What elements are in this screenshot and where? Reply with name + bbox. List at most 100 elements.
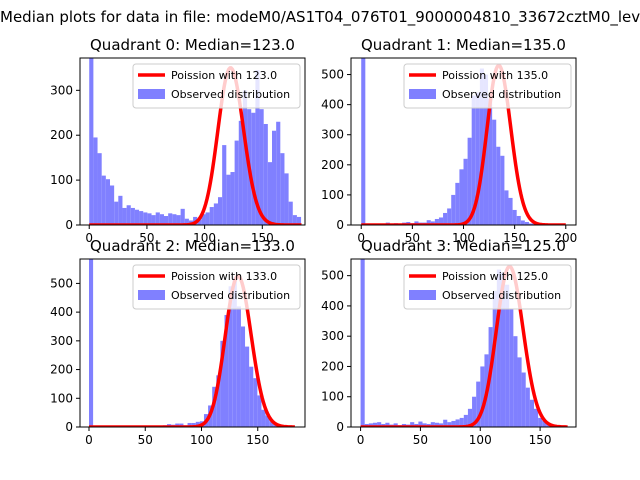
legend-curve-label: Poission with 125.0 — [442, 270, 548, 283]
histogram-bar — [205, 212, 210, 225]
quadrant-panel-2: 0 50 100 150 0 100 200 300 400 500 Quadrant 2: Med… — [50, 237, 306, 447]
histogram-bar — [463, 414, 468, 427]
quadrant-panel-1: 0 50 100 150 200 0 100 200 300 400 500 Quadrant 1: … — [321, 36, 577, 245]
histogram-bar — [265, 415, 270, 427]
histogram-bar — [245, 346, 250, 427]
x-tick-label: 150 — [246, 433, 269, 447]
y-tick-label: 400 — [321, 299, 344, 313]
histogram-bar — [213, 203, 218, 225]
histogram-bar — [110, 185, 115, 225]
histogram-bar — [472, 396, 477, 427]
histogram-bar — [508, 197, 513, 225]
histogram-bars-0 — [89, 58, 302, 225]
y-tick-label: 500 — [321, 68, 344, 82]
legend-hist-label: Observed distribution — [442, 88, 561, 101]
y-tick-label: 0 — [65, 218, 73, 232]
histogram-bar — [168, 213, 173, 225]
histogram-bar — [451, 194, 456, 225]
legend-hist-label: Observed distribution — [442, 289, 561, 302]
y-tick-label: 100 — [50, 173, 73, 187]
figure-suptitle: Median plots for data in file: modeM0/AS… — [0, 8, 640, 26]
histogram-bar — [284, 173, 289, 225]
histogram-bar — [467, 408, 473, 427]
y-tick-label: 300 — [50, 334, 73, 348]
histogram-bar — [143, 212, 148, 225]
poisson-curve-group-1 — [360, 63, 567, 225]
panel-title: Quadrant 2: Median=133.0 — [90, 237, 295, 255]
histogram-bar — [230, 172, 235, 225]
y-tick-label: 100 — [321, 390, 344, 404]
histogram-bar — [89, 259, 94, 427]
histogram-bar — [216, 375, 221, 427]
y-tick-label: 200 — [321, 359, 344, 373]
y-tick-label: 0 — [65, 420, 73, 434]
histogram-bar — [533, 408, 539, 427]
legend-hist-label: Observed distribution — [171, 289, 290, 302]
histogram-bar — [443, 419, 448, 427]
histogram-bar — [105, 179, 110, 225]
histogram-bar — [361, 58, 366, 225]
panel-title: Quadrant 1: Median=135.0 — [361, 36, 566, 54]
histogram-bar — [434, 422, 440, 427]
x-tick-label: 100 — [469, 433, 492, 447]
histogram-bar — [296, 216, 302, 225]
histogram-bar — [89, 58, 94, 225]
histogram-bar — [500, 272, 506, 427]
x-tick-label: 100 — [452, 231, 475, 245]
histogram-bar — [220, 340, 225, 427]
x-tick-label: 100 — [193, 231, 216, 245]
histogram-bar — [513, 336, 518, 427]
histogram-bar — [393, 423, 398, 427]
histogram-bar — [430, 422, 435, 427]
legend-box — [132, 264, 301, 310]
x-tick-label: 0 — [85, 433, 93, 447]
y-tick-label: 0 — [336, 420, 344, 434]
legend-curve-label: Poission with 123.0 — [171, 69, 277, 82]
histogram-bar — [155, 212, 160, 225]
histogram-bar — [197, 219, 202, 225]
histogram-bar — [184, 218, 189, 225]
histogram-bar — [147, 213, 152, 225]
histogram-bar — [476, 381, 481, 427]
histogram-bar — [139, 211, 144, 225]
histogram-bar — [172, 214, 177, 225]
histogram-bar — [242, 90, 248, 225]
y-tick-label: 400 — [50, 305, 73, 319]
histogram-bar — [492, 290, 497, 427]
x-tick-label: 150 — [251, 231, 274, 245]
histogram-bar — [251, 112, 256, 225]
histogram-bar — [187, 422, 192, 427]
y-tick-label: 0 — [336, 218, 344, 232]
x-tick-label: 150 — [529, 433, 552, 447]
histogram-bar — [269, 421, 274, 427]
quadrant-panel-0: 0 50 100 150 0 100 200 300 Quadrant 0: Median=12… — [50, 36, 306, 245]
histogram-bar — [209, 207, 214, 225]
histogram-bar — [195, 421, 200, 427]
y-tick-label: 300 — [321, 329, 344, 343]
histogram-bar — [430, 221, 435, 225]
quadrant-panel-3: 0 50 100 150 0 100 200 300 400 500 Quadrant 3: Med… — [321, 237, 577, 447]
histogram-bar — [439, 423, 444, 427]
legend-0: Poission with 123.0 Observed distribution — [132, 63, 301, 109]
histogram-bar — [134, 209, 140, 225]
histogram-bar — [97, 153, 102, 225]
y-tick-label: 100 — [321, 188, 344, 202]
legend-box — [132, 63, 301, 109]
histogram-bar — [249, 366, 254, 427]
x-tick-label: 50 — [139, 231, 154, 245]
histogram-bar — [459, 417, 464, 427]
histogram-bar — [180, 208, 185, 225]
histogram-bar — [434, 218, 439, 225]
histogram-bar — [292, 215, 297, 225]
histogram-bar — [447, 422, 452, 427]
histogram-bar — [201, 214, 206, 225]
y-tick-label: 200 — [321, 158, 344, 172]
y-tick-label: 300 — [321, 128, 344, 142]
histogram-bar — [228, 286, 233, 427]
histogram-bar — [410, 422, 415, 427]
y-tick-label: 200 — [50, 363, 73, 377]
legend-3: Poission with 125.0 Observed distribution — [403, 264, 572, 310]
panel-frame — [79, 258, 306, 428]
x-tick-label: 50 — [405, 231, 420, 245]
